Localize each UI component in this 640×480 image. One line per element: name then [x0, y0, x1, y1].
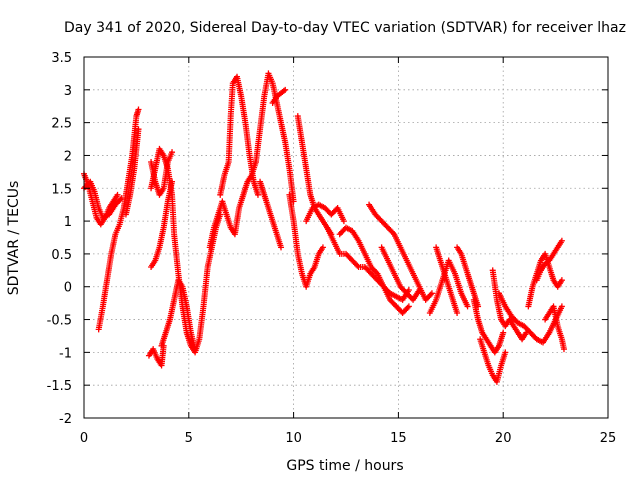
y-tick-label: 1.5 — [51, 182, 72, 197]
data-point-marker — [278, 244, 285, 251]
y-tick-label: -2 — [59, 412, 72, 427]
data-point-marker — [254, 191, 261, 198]
y-tick-label: 1 — [64, 215, 72, 230]
data-point-marker — [405, 303, 412, 310]
data-point-marker — [416, 287, 423, 294]
data-point-marker — [135, 126, 142, 133]
data-point-marker — [169, 149, 176, 156]
x-tick-label: 5 — [185, 431, 193, 446]
y-tick-label: -1 — [59, 346, 72, 361]
data-point-marker — [454, 309, 461, 316]
data-point-marker — [560, 346, 567, 353]
data-point-marker — [340, 218, 347, 225]
data-point-marker — [428, 290, 435, 297]
data-point-marker — [169, 178, 176, 185]
data-point-marker — [502, 349, 509, 356]
data-point-marker — [135, 106, 142, 113]
y-axis-ticks: -2 -1.5 -1 -0.5 0 0.5 1 1.5 2 2.5 3 3.5 — [47, 51, 608, 427]
data-point-marker — [464, 303, 471, 310]
data-point-marker — [192, 346, 199, 353]
data-point-marker — [404, 304, 411, 311]
data-point-marker — [282, 86, 289, 93]
x-tick-label: 25 — [600, 431, 617, 446]
x-tick-label: 20 — [495, 431, 512, 446]
y-tick-label: -0.5 — [47, 314, 72, 329]
y-tick-label: 2.5 — [51, 117, 72, 132]
y-axis-label: SDTVAR / TECUs — [6, 181, 22, 296]
y-tick-label: 2 — [64, 149, 72, 164]
data-point-marker — [373, 269, 380, 276]
x-axis-label: GPS time / hours — [286, 458, 403, 474]
data-point-marker — [558, 277, 565, 284]
x-tick-label: 0 — [80, 431, 88, 446]
y-tick-label: 3 — [64, 84, 72, 99]
y-tick-label: 0 — [64, 281, 72, 296]
data-points — [81, 70, 567, 385]
y-tick-label: -1.5 — [47, 379, 72, 394]
y-tick-label: 3.5 — [51, 51, 72, 66]
data-point-marker — [114, 191, 121, 198]
x-tick-label: 15 — [390, 431, 407, 446]
plot-frame — [83, 56, 609, 419]
x-tick-label: 10 — [285, 431, 302, 446]
data-point-marker — [389, 229, 396, 236]
data-point-marker — [405, 287, 412, 294]
x-axis-ticks: 0 5 10 15 20 25 — [80, 57, 616, 446]
data-point-marker — [500, 329, 507, 336]
data-point-marker — [558, 303, 565, 310]
y-tick-label: 0.5 — [51, 248, 72, 263]
chart-title: Day 341 of 2020, Sidereal Day-to-day VTE… — [64, 20, 626, 36]
data-point-marker — [427, 291, 434, 298]
data-point-marker — [354, 262, 361, 269]
data-point-marker — [319, 244, 326, 251]
data-point-marker — [558, 237, 565, 244]
